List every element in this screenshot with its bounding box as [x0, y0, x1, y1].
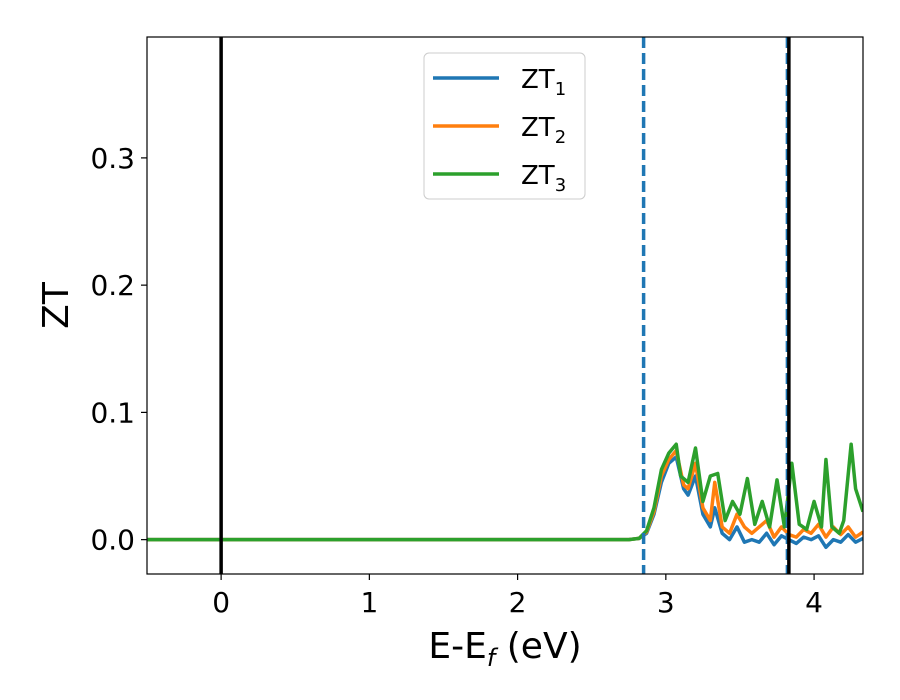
x-axis-title-unit: (eV): [495, 626, 581, 667]
plot-area: [147, 37, 863, 574]
x-tick-label: 2: [509, 586, 527, 619]
legend-label-zt3: ZT3: [521, 161, 566, 196]
legend-label-sub: 3: [555, 175, 566, 196]
legend-label-main: ZT: [521, 161, 555, 191]
legend-label-zt1: ZT1: [521, 65, 566, 100]
series-line-zt1: [147, 455, 863, 550]
series-line-zt2: [147, 448, 863, 542]
legend-box: [423, 52, 586, 200]
y-axis-title: ZT: [36, 281, 77, 329]
plot-content: [147, 37, 863, 574]
x-tick-label: 3: [657, 586, 675, 619]
legend-label-main: ZT: [521, 65, 555, 95]
x-tick-label: 1: [360, 586, 378, 619]
x-tick-label: 0: [212, 586, 230, 619]
x-axis-title-main: E-E: [428, 626, 486, 667]
y-tick-label: 0.3: [90, 142, 135, 175]
legend-label-sub: 1: [555, 79, 566, 100]
x-tick-label: 4: [805, 586, 823, 619]
y-tick-label: 0.2: [90, 269, 135, 302]
legend-label-sub: 2: [555, 127, 566, 148]
legend-label-main: ZT: [521, 113, 555, 143]
y-tick-label: 0.1: [90, 396, 135, 429]
legend-label-zt2: ZT2: [521, 113, 566, 148]
series-line-zt3: [147, 442, 863, 542]
axes: 0 1 2 3 4 0.0 0.1 0.2 0.3: [90, 36, 864, 619]
x-axis-title: E-Ef (eV): [428, 626, 581, 672]
y-tick-label: 0.0: [90, 524, 135, 557]
axes-frame: [146, 36, 864, 575]
